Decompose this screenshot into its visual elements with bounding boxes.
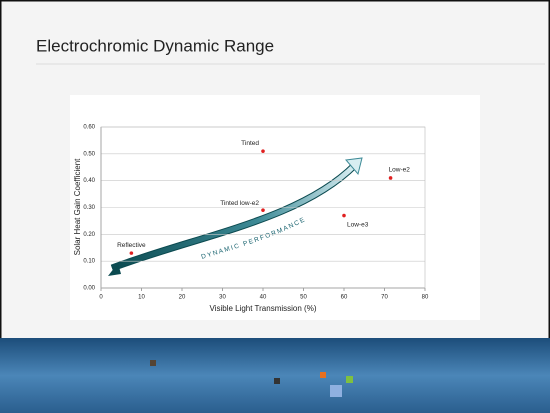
- point: [342, 213, 346, 218]
- decor: [330, 385, 342, 397]
- x-tick-label: 60: [341, 295, 348, 301]
- x-tick-label: 80: [422, 295, 429, 301]
- y-axis-label: Solar Heat Gain Coefficient: [73, 158, 82, 256]
- arrow-head: [345, 157, 363, 176]
- y-tick-label: 0.60: [83, 125, 95, 131]
- y-tick-label: 0.10: [83, 259, 95, 265]
- y-tick-label: 0.30: [83, 205, 95, 211]
- point: [261, 208, 265, 212]
- x-axis-label: Visible Light Transmission (%): [209, 304, 316, 313]
- point-label: Low-e3: [347, 221, 369, 228]
- decor: [150, 360, 156, 366]
- arrow-tail: [108, 263, 121, 276]
- point: [261, 149, 265, 153]
- point: [129, 251, 134, 255]
- point-label: Reflective: [117, 242, 146, 249]
- point-label: Tinted: [241, 140, 259, 147]
- x-tick-label: 40: [260, 295, 267, 301]
- y-tick-label: 0.50: [83, 151, 95, 157]
- y-tick-label: 0.00: [83, 286, 95, 292]
- point: [388, 176, 393, 180]
- x-tick-label: 20: [179, 295, 186, 301]
- arrow-shaft-inner: [111, 163, 357, 271]
- x-tick-label: 70: [381, 295, 388, 301]
- slide-title: Electrochromic Dynamic Range: [36, 36, 274, 55]
- x-tick-label: 30: [219, 295, 226, 301]
- y-tick-label: 0.40: [83, 178, 95, 184]
- x-tick-label: 50: [300, 295, 307, 301]
- decor: [320, 372, 326, 378]
- decor: [274, 378, 280, 384]
- point-label: Low-e2: [389, 167, 411, 174]
- y-tick-label: 0.20: [83, 232, 95, 238]
- decor: [346, 376, 353, 383]
- plot-frame: [100, 126, 426, 289]
- footer-band: [0, 338, 550, 413]
- x-tick-label: 0: [99, 295, 103, 301]
- point-label: Tinted low-e2: [220, 200, 259, 207]
- x-tick-label: 10: [138, 295, 145, 301]
